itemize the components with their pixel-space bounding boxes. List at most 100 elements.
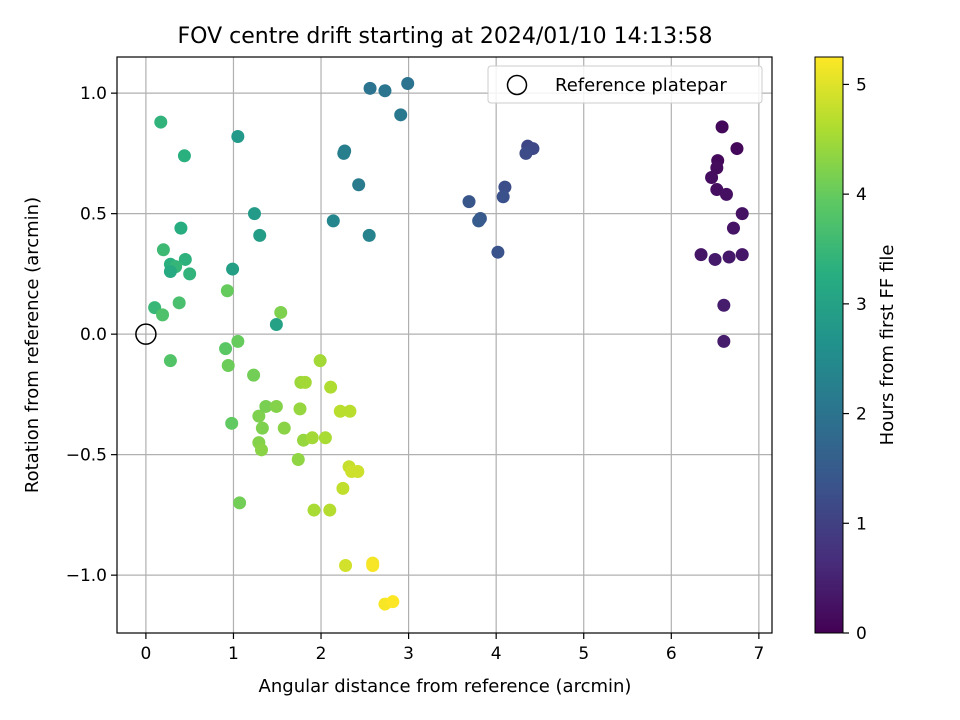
data-point [339, 559, 353, 573]
data-point [722, 250, 736, 264]
colorbar-tick-label: 4 [856, 185, 867, 205]
data-point [363, 81, 377, 95]
data-point [715, 120, 729, 134]
y-axis-ticks: −1.0 −0.5 0.0 0.5 1.0 [66, 84, 117, 586]
data-point [313, 354, 327, 368]
data-point [178, 252, 192, 266]
data-point [694, 248, 708, 262]
data-point [491, 245, 505, 259]
data-point [163, 264, 177, 278]
data-point [710, 183, 724, 197]
data-point [255, 421, 269, 435]
data-point [498, 180, 512, 194]
data-point [735, 248, 749, 262]
data-point [352, 178, 366, 192]
data-point [323, 503, 337, 517]
data-point [183, 267, 197, 281]
data-point [705, 171, 719, 185]
data-point [291, 452, 305, 466]
data-point [259, 399, 273, 413]
data-point [378, 84, 392, 98]
colorbar-tick-label: 2 [856, 405, 867, 425]
data-point [177, 149, 191, 163]
data-point [269, 318, 283, 332]
data-point [726, 221, 740, 235]
legend: Reference platepar [487, 65, 763, 104]
data-point [362, 228, 376, 242]
data-point [717, 298, 731, 312]
plot-frame [116, 56, 773, 634]
x-axis-ticks: 0 1 2 3 4 5 6 7 [140, 633, 764, 664]
x-tick-label: 7 [753, 644, 764, 664]
data-point [172, 296, 186, 310]
y-tick-label: −0.5 [66, 446, 107, 466]
data-point [231, 334, 245, 348]
reference-platepar-marker-group [135, 323, 157, 345]
y-tick-label: −1.0 [66, 566, 107, 586]
data-point [717, 334, 731, 348]
data-point [252, 409, 266, 423]
data-point [719, 187, 733, 201]
data-point [343, 404, 357, 418]
data-point [225, 416, 239, 430]
x-tick-label: 3 [403, 644, 414, 664]
x-axis-label: Angular distance from reference (arcmin) [259, 676, 632, 697]
data-point [472, 214, 486, 228]
chart-title: FOV centre drift starting at 2024/01/10 … [178, 24, 713, 49]
data-point [333, 404, 347, 418]
data-point [253, 228, 267, 242]
legend-reference-marker [506, 74, 528, 96]
data-point [174, 221, 188, 235]
data-point [318, 431, 332, 445]
data-point [220, 284, 234, 298]
data-point [226, 262, 240, 276]
data-point [462, 195, 476, 209]
data-point [496, 190, 510, 204]
data-point [233, 496, 247, 510]
data-point [254, 443, 268, 457]
y-axis-label: Rotation from reference (arcmin) [22, 197, 43, 493]
data-point [219, 342, 233, 356]
data-point [277, 421, 291, 435]
colorbar-ticks: 0 1 2 3 4 5 [843, 75, 867, 644]
data-point [293, 402, 307, 416]
data-point [708, 252, 722, 266]
x-tick-label: 6 [666, 644, 677, 664]
data-point [324, 380, 338, 394]
legend-entry-label: Reference platepar [555, 75, 727, 96]
data-point [305, 431, 319, 445]
data-point [163, 354, 177, 368]
data-point [298, 375, 312, 389]
colorbar-tick-label: 5 [856, 75, 867, 95]
colorbar: 0 1 2 3 4 5 Hours from first FF file [814, 56, 898, 644]
colorbar-tick-label: 0 [856, 624, 867, 644]
x-tick-label: 4 [491, 644, 502, 664]
data-point [274, 305, 288, 319]
x-tick-label: 2 [316, 644, 327, 664]
colorbar-label: Hours from first FF file [877, 245, 898, 446]
data-point [231, 130, 245, 144]
data-point [156, 243, 170, 257]
data-point [247, 207, 261, 221]
x-tick-label: 5 [578, 644, 589, 664]
y-tick-label: 0.0 [80, 325, 107, 345]
data-point [337, 146, 351, 160]
data-point [156, 308, 170, 322]
data-point [730, 142, 744, 156]
legend-box [487, 65, 763, 104]
data-point [336, 481, 350, 495]
data-point [307, 503, 321, 517]
data-point [394, 108, 408, 122]
colorbar-tick-label: 1 [856, 514, 867, 534]
data-point [326, 214, 340, 228]
y-tick-label: 1.0 [80, 84, 107, 104]
reference-platepar-marker [135, 323, 157, 345]
data-point [710, 161, 724, 175]
data-point [221, 358, 235, 372]
data-point [154, 115, 168, 129]
colorbar-gradient [814, 56, 844, 634]
y-tick-label: 0.5 [80, 205, 107, 225]
data-point [351, 465, 365, 479]
data-point [519, 146, 533, 160]
x-tick-label: 1 [228, 644, 239, 664]
